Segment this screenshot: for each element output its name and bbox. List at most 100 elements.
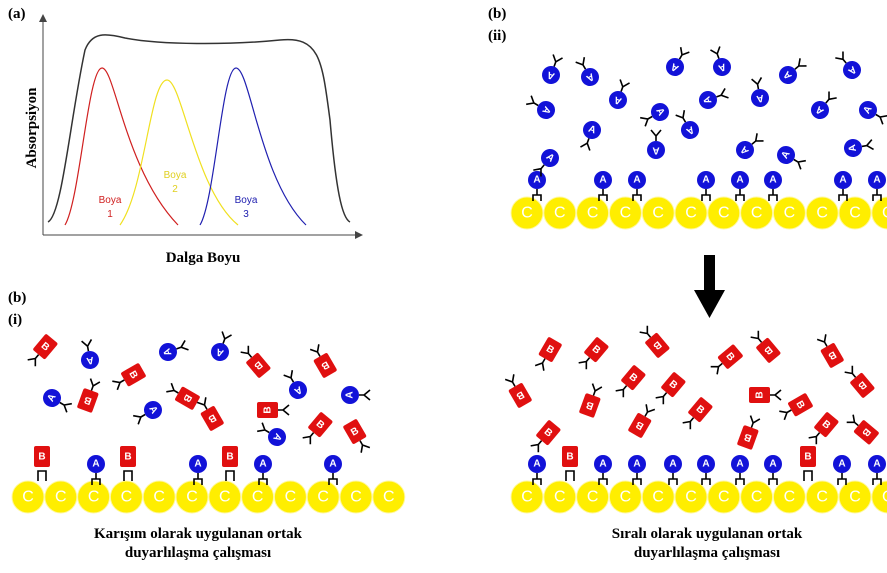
envelope-curve — [48, 35, 350, 222]
antigen-label: B — [124, 452, 131, 463]
antibody — [82, 339, 94, 352]
free-antigen-a: A — [775, 55, 809, 87]
antigen-label: A — [838, 459, 845, 470]
particle-label: C — [882, 205, 887, 222]
particle-label: C — [685, 205, 697, 222]
surface-particle: C — [12, 481, 44, 513]
bound-antigen-a: A — [834, 171, 852, 201]
particle-label: C — [88, 489, 100, 506]
dye-number: 3 — [243, 209, 249, 220]
bound-antigen-a: A — [528, 455, 546, 485]
particle-label: C — [816, 205, 828, 222]
free-antigen-b: B — [77, 378, 103, 414]
antigen-label: A — [702, 459, 709, 470]
dye-label: Boya — [99, 195, 122, 206]
bound-antigen-a: A — [664, 455, 682, 485]
free-antigen-b: B — [628, 403, 658, 439]
free-antigen-b: B — [653, 371, 686, 406]
free-antigen-a: A — [696, 85, 729, 112]
antigen-label: A — [259, 459, 266, 470]
particle-label: C — [554, 205, 566, 222]
surface-particle: C — [78, 481, 110, 513]
antigen-label: A — [839, 175, 846, 186]
particle-label: C — [652, 489, 664, 506]
free-antigen-a: A — [156, 337, 189, 364]
schematics: CCCCCCCCCCCCAAAAAAAAAAAAAAAAAAAAAAAAAAAA… — [12, 45, 887, 513]
linker — [226, 471, 234, 481]
antibody — [278, 405, 289, 415]
free-antigen-a: A — [606, 78, 633, 111]
particle-label: C — [587, 205, 599, 222]
free-antigen-b: B — [165, 381, 201, 411]
bound-antigen-a: A — [628, 171, 646, 201]
surface-particle: C — [708, 197, 740, 229]
dye-number: 1 — [107, 209, 113, 220]
particle-label: C — [219, 489, 231, 506]
antibody — [861, 140, 874, 152]
caption: Karışım olarak uygulanan ortak — [94, 526, 303, 542]
free-antigen-a: A — [748, 77, 771, 109]
free-antigen-b: B — [613, 364, 646, 399]
particle-label: C — [521, 489, 533, 506]
free-antigen-b: B — [842, 364, 875, 399]
antibody — [752, 77, 764, 90]
surface-particle: C — [773, 197, 805, 229]
surface-particle: C — [45, 481, 77, 513]
free-antigen-a: A — [255, 419, 289, 449]
free-antigen-b: B — [749, 387, 781, 403]
surface-particle: C — [307, 481, 339, 513]
antibody — [651, 130, 661, 141]
antigen-label: A — [702, 175, 709, 186]
linker — [669, 473, 677, 485]
antigen-label: A — [92, 459, 99, 470]
bound-antigen-a: A — [697, 455, 715, 485]
particle-label: C — [685, 489, 697, 506]
y-axis-title: Absorpsiyon — [24, 87, 40, 169]
antigen-label: A — [533, 175, 540, 186]
antigen-label: A — [873, 175, 880, 186]
surface-particle: C — [806, 197, 838, 229]
free-antigen-a: A — [40, 386, 74, 416]
free-antigen-a: A — [672, 108, 702, 142]
particle-label: C — [784, 205, 796, 222]
particle-label: C — [22, 489, 34, 506]
antibody — [359, 390, 370, 400]
x-axis-title: Dalga Boyu — [166, 250, 241, 266]
bound-antigen-a: A — [254, 455, 272, 485]
free-antigen-a: A — [638, 100, 672, 130]
free-antigen-b: B — [308, 343, 338, 379]
particle-label: C — [554, 489, 566, 506]
free-antigen-a: A — [341, 386, 370, 404]
particle-label: C — [350, 489, 362, 506]
free-antigen-b: B — [257, 402, 289, 418]
antigen-label: B — [38, 452, 45, 463]
surface-particle: C — [544, 481, 576, 513]
bound-antigen-a: A — [87, 455, 105, 485]
linker — [838, 473, 846, 485]
linker — [124, 471, 132, 481]
free-antigen-b: B — [195, 396, 225, 432]
free-antigen-b: B — [845, 412, 880, 445]
free-antigen-b: B — [25, 333, 58, 368]
dye-number: 2 — [172, 184, 178, 195]
bound-antigen-a: A — [764, 171, 782, 201]
surface-particle: C — [741, 481, 773, 513]
antigen-label: A — [652, 145, 659, 156]
free-antigen-a: A — [577, 118, 604, 151]
bound-antigen-a: A — [189, 455, 207, 485]
particle-label: C — [317, 489, 329, 506]
surface-particle: C — [511, 197, 543, 229]
bound-antigen-a: A — [731, 171, 749, 201]
linker — [702, 473, 710, 485]
linker — [839, 189, 847, 201]
dye-1-curve — [65, 68, 178, 225]
linker — [702, 189, 710, 201]
particle-label: C — [285, 489, 297, 506]
surface-particle: C — [675, 197, 707, 229]
antigen-label: A — [769, 175, 776, 186]
panel-label: (a) — [8, 6, 26, 22]
antigen-label: B — [566, 452, 573, 463]
particle-label: C — [751, 489, 763, 506]
dye-label: Boya — [235, 195, 258, 206]
linker — [566, 471, 574, 481]
